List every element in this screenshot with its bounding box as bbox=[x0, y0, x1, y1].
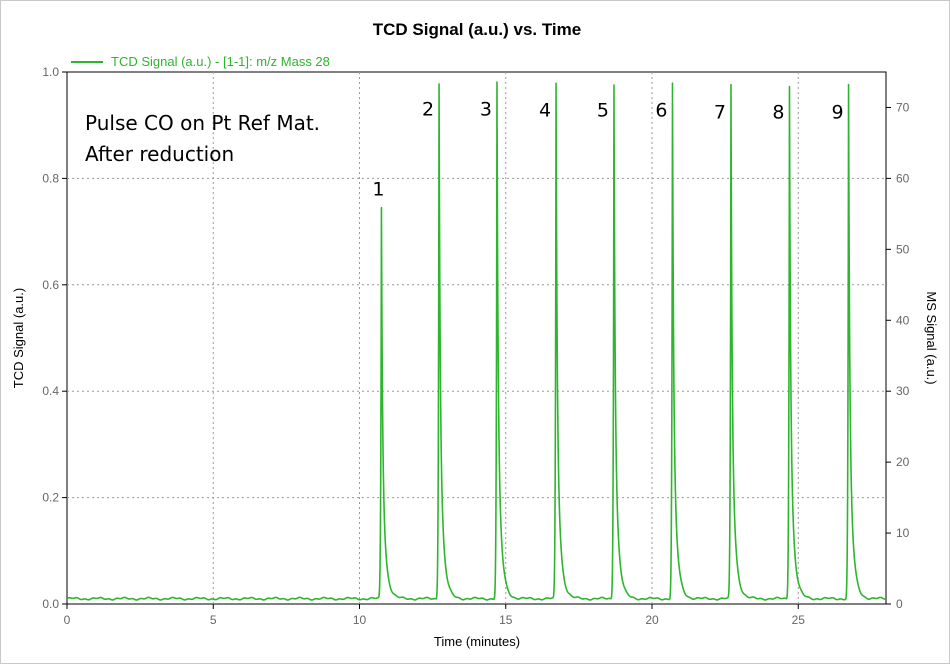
x-tick-label: 10 bbox=[353, 613, 367, 627]
peak-label-3: 3 bbox=[480, 99, 492, 121]
peak-label-4: 4 bbox=[539, 100, 551, 122]
y-tick-label: 0.8 bbox=[42, 171, 59, 185]
y2-tick-label: 30 bbox=[896, 384, 910, 398]
legend-entry: TCD Signal (a.u.) - [1-1]: m/z Mass 28 bbox=[111, 54, 330, 69]
tick-marks bbox=[62, 71, 891, 609]
peak-labels: 1 2 3 4 5 6 7 8 9 bbox=[372, 99, 843, 201]
y2-axis-label: MS Signal (a.u.) bbox=[924, 291, 939, 384]
y-tick-label: 0.4 bbox=[42, 384, 59, 398]
chart-title: TCD Signal (a.u.) vs. Time bbox=[373, 20, 581, 39]
peak-label-1: 1 bbox=[372, 179, 384, 201]
grid-lines bbox=[67, 72, 886, 604]
x-tick-label: 25 bbox=[792, 613, 806, 627]
y2-tick-label: 40 bbox=[896, 313, 910, 327]
x-tick-label: 20 bbox=[645, 613, 659, 627]
y-axis-label: TCD Signal (a.u.) bbox=[11, 288, 26, 388]
y2-tick-label: 10 bbox=[896, 526, 910, 540]
peak-label-5: 5 bbox=[597, 100, 609, 122]
annotation-line-2: After reduction bbox=[85, 142, 234, 166]
annotation-line-1: Pulse CO on Pt Ref Mat. bbox=[85, 111, 320, 135]
x-axis-label: Time (minutes) bbox=[434, 634, 520, 649]
x-tick-label: 15 bbox=[499, 613, 513, 627]
y-tick-label: 0.0 bbox=[42, 597, 59, 611]
x-tick-label: 0 bbox=[64, 613, 71, 627]
peak-label-8: 8 bbox=[772, 101, 784, 123]
y2-tick-label: 50 bbox=[896, 242, 910, 256]
y2-tick-label: 0 bbox=[896, 597, 903, 611]
peak-label-9: 9 bbox=[832, 101, 844, 123]
y2-tick-label: 20 bbox=[896, 455, 910, 469]
peak-label-7: 7 bbox=[714, 101, 726, 123]
series-line-mass-28 bbox=[66, 81, 887, 601]
y-tick-label: 0.6 bbox=[42, 278, 59, 292]
tick-labels: 0 5 10 15 20 250.00.20.40.60.81.0010203040506… bbox=[42, 65, 909, 627]
peak-label-6: 6 bbox=[655, 100, 667, 122]
y-tick-label: 0.2 bbox=[42, 491, 59, 505]
peak-label-2: 2 bbox=[422, 99, 434, 121]
y2-tick-label: 60 bbox=[896, 171, 910, 185]
series-group bbox=[66, 81, 887, 601]
x-tick-label: 5 bbox=[210, 613, 217, 627]
y2-tick-label: 70 bbox=[896, 100, 910, 114]
y-tick-label: 1.0 bbox=[42, 65, 59, 79]
plot-area bbox=[66, 71, 887, 605]
